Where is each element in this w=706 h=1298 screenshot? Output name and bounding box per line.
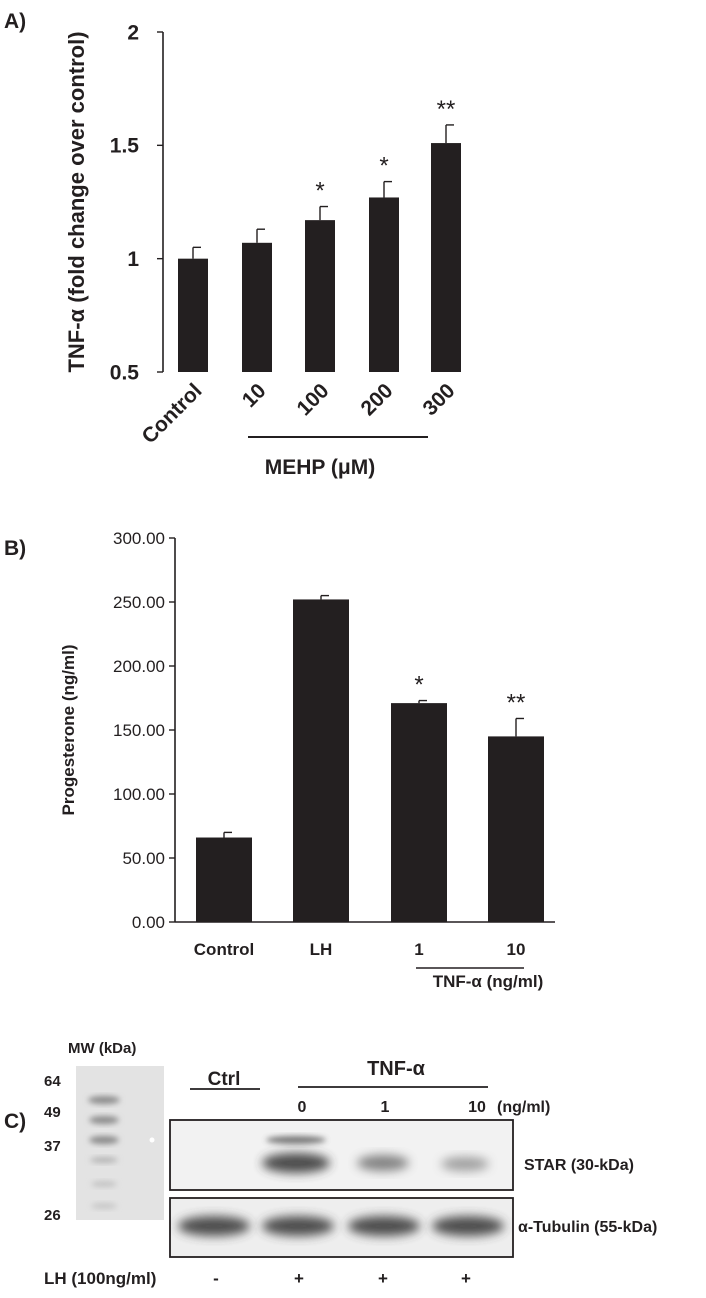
chart-a: TNF-α (fold change over control) MEHP (μ… [64, 21, 461, 479]
group-label-a: MEHP (μM) [265, 456, 375, 479]
dose-0: 0 [298, 1099, 307, 1116]
category-label: 300 [418, 379, 459, 420]
tubulin-label: α-Tubulin (55-kDa) [518, 1219, 657, 1236]
lh-mark-ctrl: - [213, 1269, 219, 1288]
bar [369, 197, 399, 372]
mw-title: MW (kDa) [68, 1040, 136, 1057]
significance-mark: * [315, 178, 324, 205]
ytick-label: 2 [127, 21, 139, 44]
mw-marker-37: 37 [44, 1138, 61, 1155]
ytick-label: 200.00 [113, 657, 165, 676]
category-label: 1 [414, 940, 423, 959]
significance-mark: ** [437, 96, 456, 123]
bar [242, 242, 272, 372]
chart-b-ylabel: Progesterone (ng/ml) [59, 645, 78, 816]
ytick-label: 100.00 [113, 785, 165, 804]
dose-1: 1 [381, 1099, 390, 1116]
mw-marker-49: 49 [44, 1104, 61, 1121]
bar [178, 258, 208, 372]
lh-mark-1: + [378, 1269, 388, 1288]
star-blot [169, 1119, 514, 1191]
ytick-label: 150.00 [113, 721, 165, 740]
panel-a-label: A) [4, 10, 26, 33]
ytick-label: 0.00 [132, 913, 165, 932]
category-label: 10 [507, 940, 526, 959]
ytick-label: 50.00 [122, 849, 165, 868]
ctrl-label: Ctrl [208, 1069, 241, 1090]
panel-c-label: C) [4, 1110, 26, 1133]
category-label: LH [310, 940, 333, 959]
bar [391, 703, 447, 922]
star-label: STAR (30-kDa) [524, 1157, 634, 1174]
ytick-label: 1.5 [110, 135, 140, 158]
bar [196, 837, 252, 922]
mw-marker-64: 64 [44, 1073, 61, 1090]
significance-mark: * [414, 672, 423, 699]
significance-mark: ** [507, 689, 526, 716]
ytick-label: 0.5 [110, 361, 140, 384]
ytick-label: 1 [127, 248, 139, 271]
category-label: 200 [356, 379, 397, 420]
category-label: Control [194, 940, 254, 959]
dose-unit: (ng/ml) [497, 1099, 550, 1116]
bar [488, 736, 544, 922]
lh-label: LH (100ng/ml) [44, 1269, 156, 1288]
group-label-b: TNF-α (ng/ml) [433, 972, 544, 991]
dose-10: 10 [468, 1099, 486, 1116]
category-label: 10 [238, 379, 271, 412]
significance-mark: * [379, 153, 388, 180]
mw-ladder [76, 1066, 164, 1220]
tnf-label: TNF-α [367, 1058, 426, 1080]
chart-a-ylabel: TNF-α (fold change over control) [64, 31, 89, 372]
chart-b: Progesterone (ng/ml) TNF-α (ng/ml) 0.00 5… [59, 529, 555, 991]
mw-marker-26: 26 [44, 1207, 61, 1224]
category-label: 100 [292, 379, 333, 420]
panel-b-label: B) [4, 537, 26, 560]
bar [293, 599, 349, 922]
tubulin-blot [169, 1197, 514, 1258]
category-label: Control [137, 379, 206, 448]
bar [431, 143, 461, 372]
bar [305, 220, 335, 372]
ytick-label: 250.00 [113, 593, 165, 612]
lh-mark-10: + [461, 1269, 471, 1288]
lh-mark-0: + [294, 1269, 304, 1288]
ytick-label: 300.00 [113, 529, 165, 548]
